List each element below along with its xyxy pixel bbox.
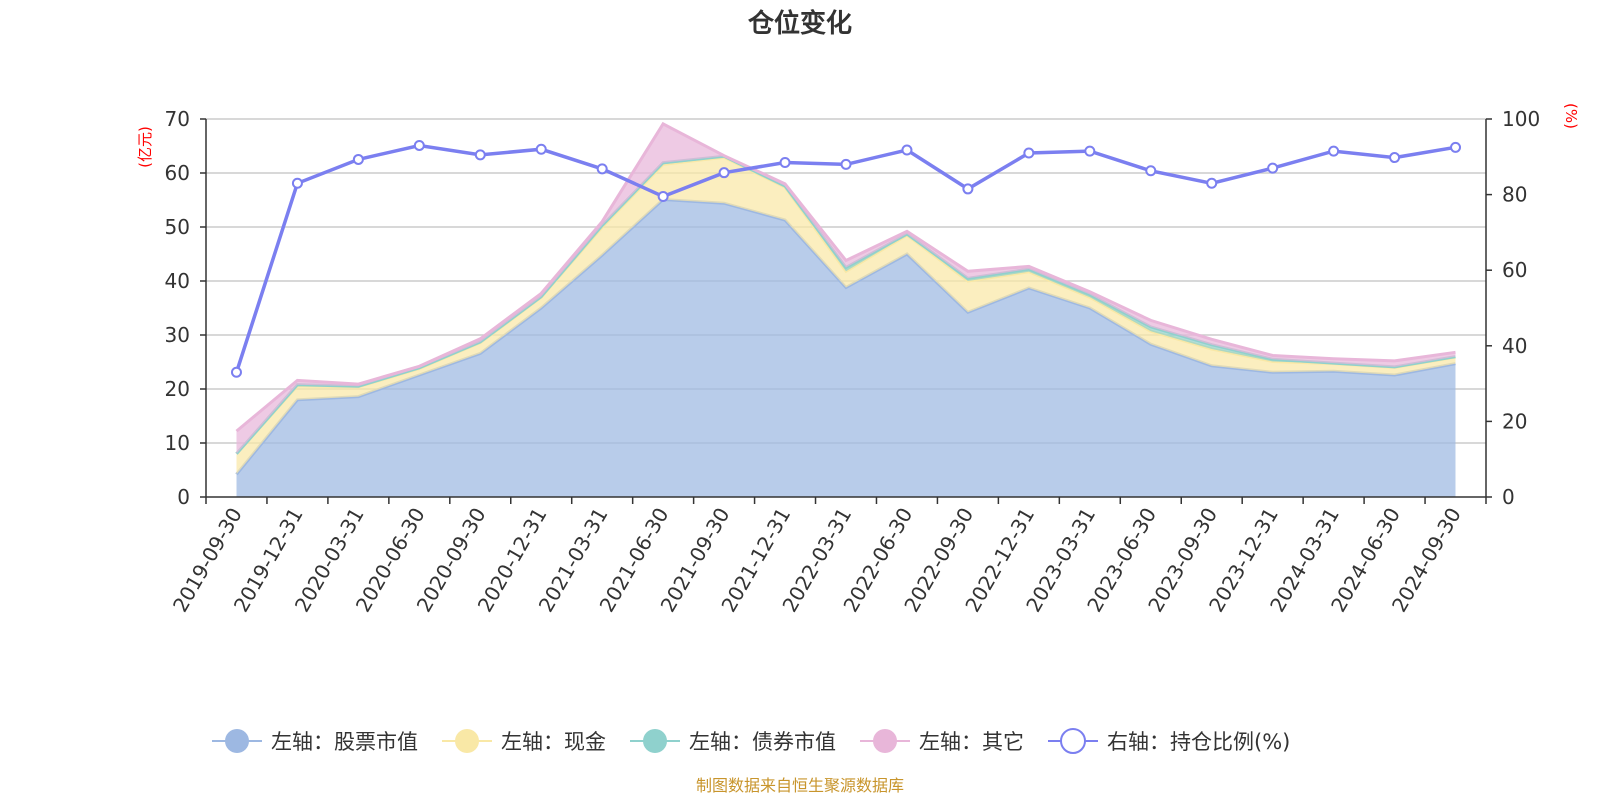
legend-item[interactable]: 左轴：股票市值	[212, 729, 418, 754]
line-point	[1084, 145, 1096, 157]
ratio-line-series	[230, 139, 1462, 378]
legend: 左轴：股票市值 左轴：现金 左轴：债券市值 左轴：其它 右轴：持仓比例(%)	[212, 728, 1290, 754]
line-point	[291, 177, 303, 189]
line-point	[657, 190, 669, 202]
line-point	[1023, 147, 1035, 159]
right-tick-label: 60	[1502, 258, 1527, 282]
right-tick-label: 40	[1502, 334, 1527, 358]
line-point	[230, 366, 242, 378]
stacked-areas	[235, 121, 1456, 497]
right-tick-label: 100	[1502, 107, 1540, 131]
line-point	[1145, 165, 1157, 177]
left-tick-label: 30	[165, 323, 190, 347]
left-tick-label: 60	[165, 161, 190, 185]
data-source-note: 制图数据来自恒生聚源数据库	[696, 776, 904, 795]
right-tick-label: 0	[1502, 485, 1515, 509]
left-tick-label: 40	[165, 269, 190, 293]
area-edge-左轴：其它	[235, 121, 1456, 433]
chart-title: 仓位变化	[747, 8, 852, 39]
line-point	[1206, 177, 1218, 189]
right-axis-unit: (%)	[1562, 103, 1580, 129]
legend-item[interactable]: 左轴：现金	[442, 729, 606, 754]
line-point	[1389, 152, 1401, 164]
legend-label: 右轴：持仓比例(%)	[1107, 730, 1290, 754]
legend-marker	[1060, 728, 1086, 754]
legend-marker	[643, 729, 667, 753]
line-point	[596, 163, 608, 175]
line-point	[962, 183, 974, 195]
legend-label: 左轴：其它	[919, 730, 1024, 754]
line-point	[840, 158, 852, 170]
legend-label: 左轴：股票市值	[271, 730, 418, 754]
right-tick-label: 20	[1502, 409, 1527, 433]
area-左轴：股票市值	[236, 199, 1456, 497]
line-point	[901, 144, 913, 156]
legend-label: 左轴：债券市值	[689, 730, 836, 754]
left-tick-label: 10	[165, 431, 190, 455]
line-point	[413, 139, 425, 151]
left-tick-label: 0	[177, 485, 190, 509]
line-point	[1450, 141, 1462, 153]
left-tick-label: 70	[165, 107, 190, 131]
left-tick-label: 20	[165, 377, 190, 401]
left-axis-unit: (亿元)	[136, 126, 154, 168]
legend-item[interactable]: 左轴：债券市值	[630, 729, 836, 754]
legend-label: 左轴：现金	[501, 730, 606, 754]
line-point	[718, 167, 730, 179]
line-point	[1328, 145, 1340, 157]
legend-item[interactable]: 右轴：持仓比例(%)	[1048, 728, 1290, 754]
line-point	[779, 156, 791, 168]
legend-marker	[873, 729, 897, 753]
right-tick-label: 80	[1502, 183, 1527, 207]
left-tick-label: 50	[165, 215, 190, 239]
line-point	[352, 153, 364, 165]
line-point	[1267, 162, 1279, 174]
legend-marker	[225, 729, 249, 753]
line-point	[474, 149, 486, 161]
line-point	[535, 143, 547, 155]
legend-marker	[455, 729, 479, 753]
legend-item[interactable]: 左轴：其它	[860, 729, 1024, 754]
